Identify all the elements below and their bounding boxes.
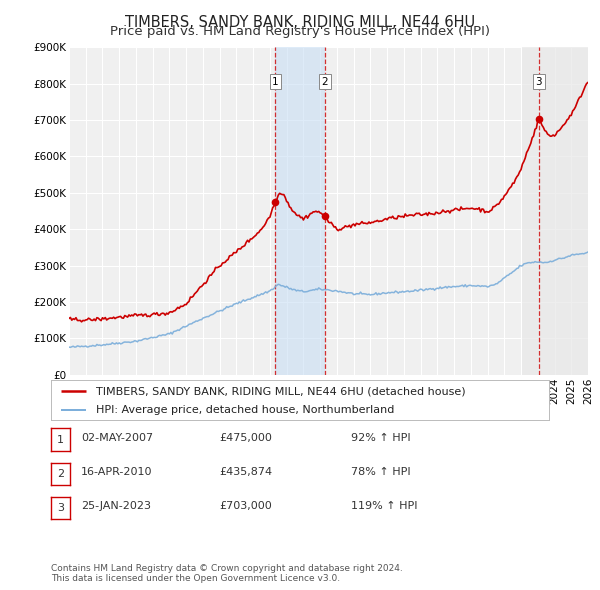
Text: £703,000: £703,000 [219,502,272,511]
Text: 02-MAY-2007: 02-MAY-2007 [81,433,153,442]
Text: 2: 2 [57,469,64,478]
Text: £435,874: £435,874 [219,467,272,477]
Text: 1: 1 [57,435,64,444]
Text: 3: 3 [57,503,64,513]
Text: 25-JAN-2023: 25-JAN-2023 [81,502,151,511]
Bar [275,47,325,375]
Text: Contains HM Land Registry data © Crown copyright and database right 2024.
This d: Contains HM Land Registry data © Crown c… [51,563,403,583]
Text: HPI: Average price, detached house, Northumberland: HPI: Average price, detached house, Nort… [96,405,394,415]
Text: 92% ↑ HPI: 92% ↑ HPI [351,433,410,442]
Text: TIMBERS, SANDY BANK, RIDING MILL, NE44 6HU: TIMBERS, SANDY BANK, RIDING MILL, NE44 6… [125,15,475,30]
Text: 16-APR-2010: 16-APR-2010 [81,467,152,477]
Text: 3: 3 [536,77,542,87]
Text: Price paid vs. HM Land Registry's House Price Index (HPI): Price paid vs. HM Land Registry's House … [110,25,490,38]
Text: 78% ↑ HPI: 78% ↑ HPI [351,467,410,477]
Text: 1: 1 [272,77,279,87]
Text: £475,000: £475,000 [219,433,272,442]
Text: TIMBERS, SANDY BANK, RIDING MILL, NE44 6HU (detached house): TIMBERS, SANDY BANK, RIDING MILL, NE44 6… [96,386,466,396]
Text: 119% ↑ HPI: 119% ↑ HPI [351,502,418,511]
Text: 2: 2 [322,77,328,87]
Bar [522,47,588,375]
